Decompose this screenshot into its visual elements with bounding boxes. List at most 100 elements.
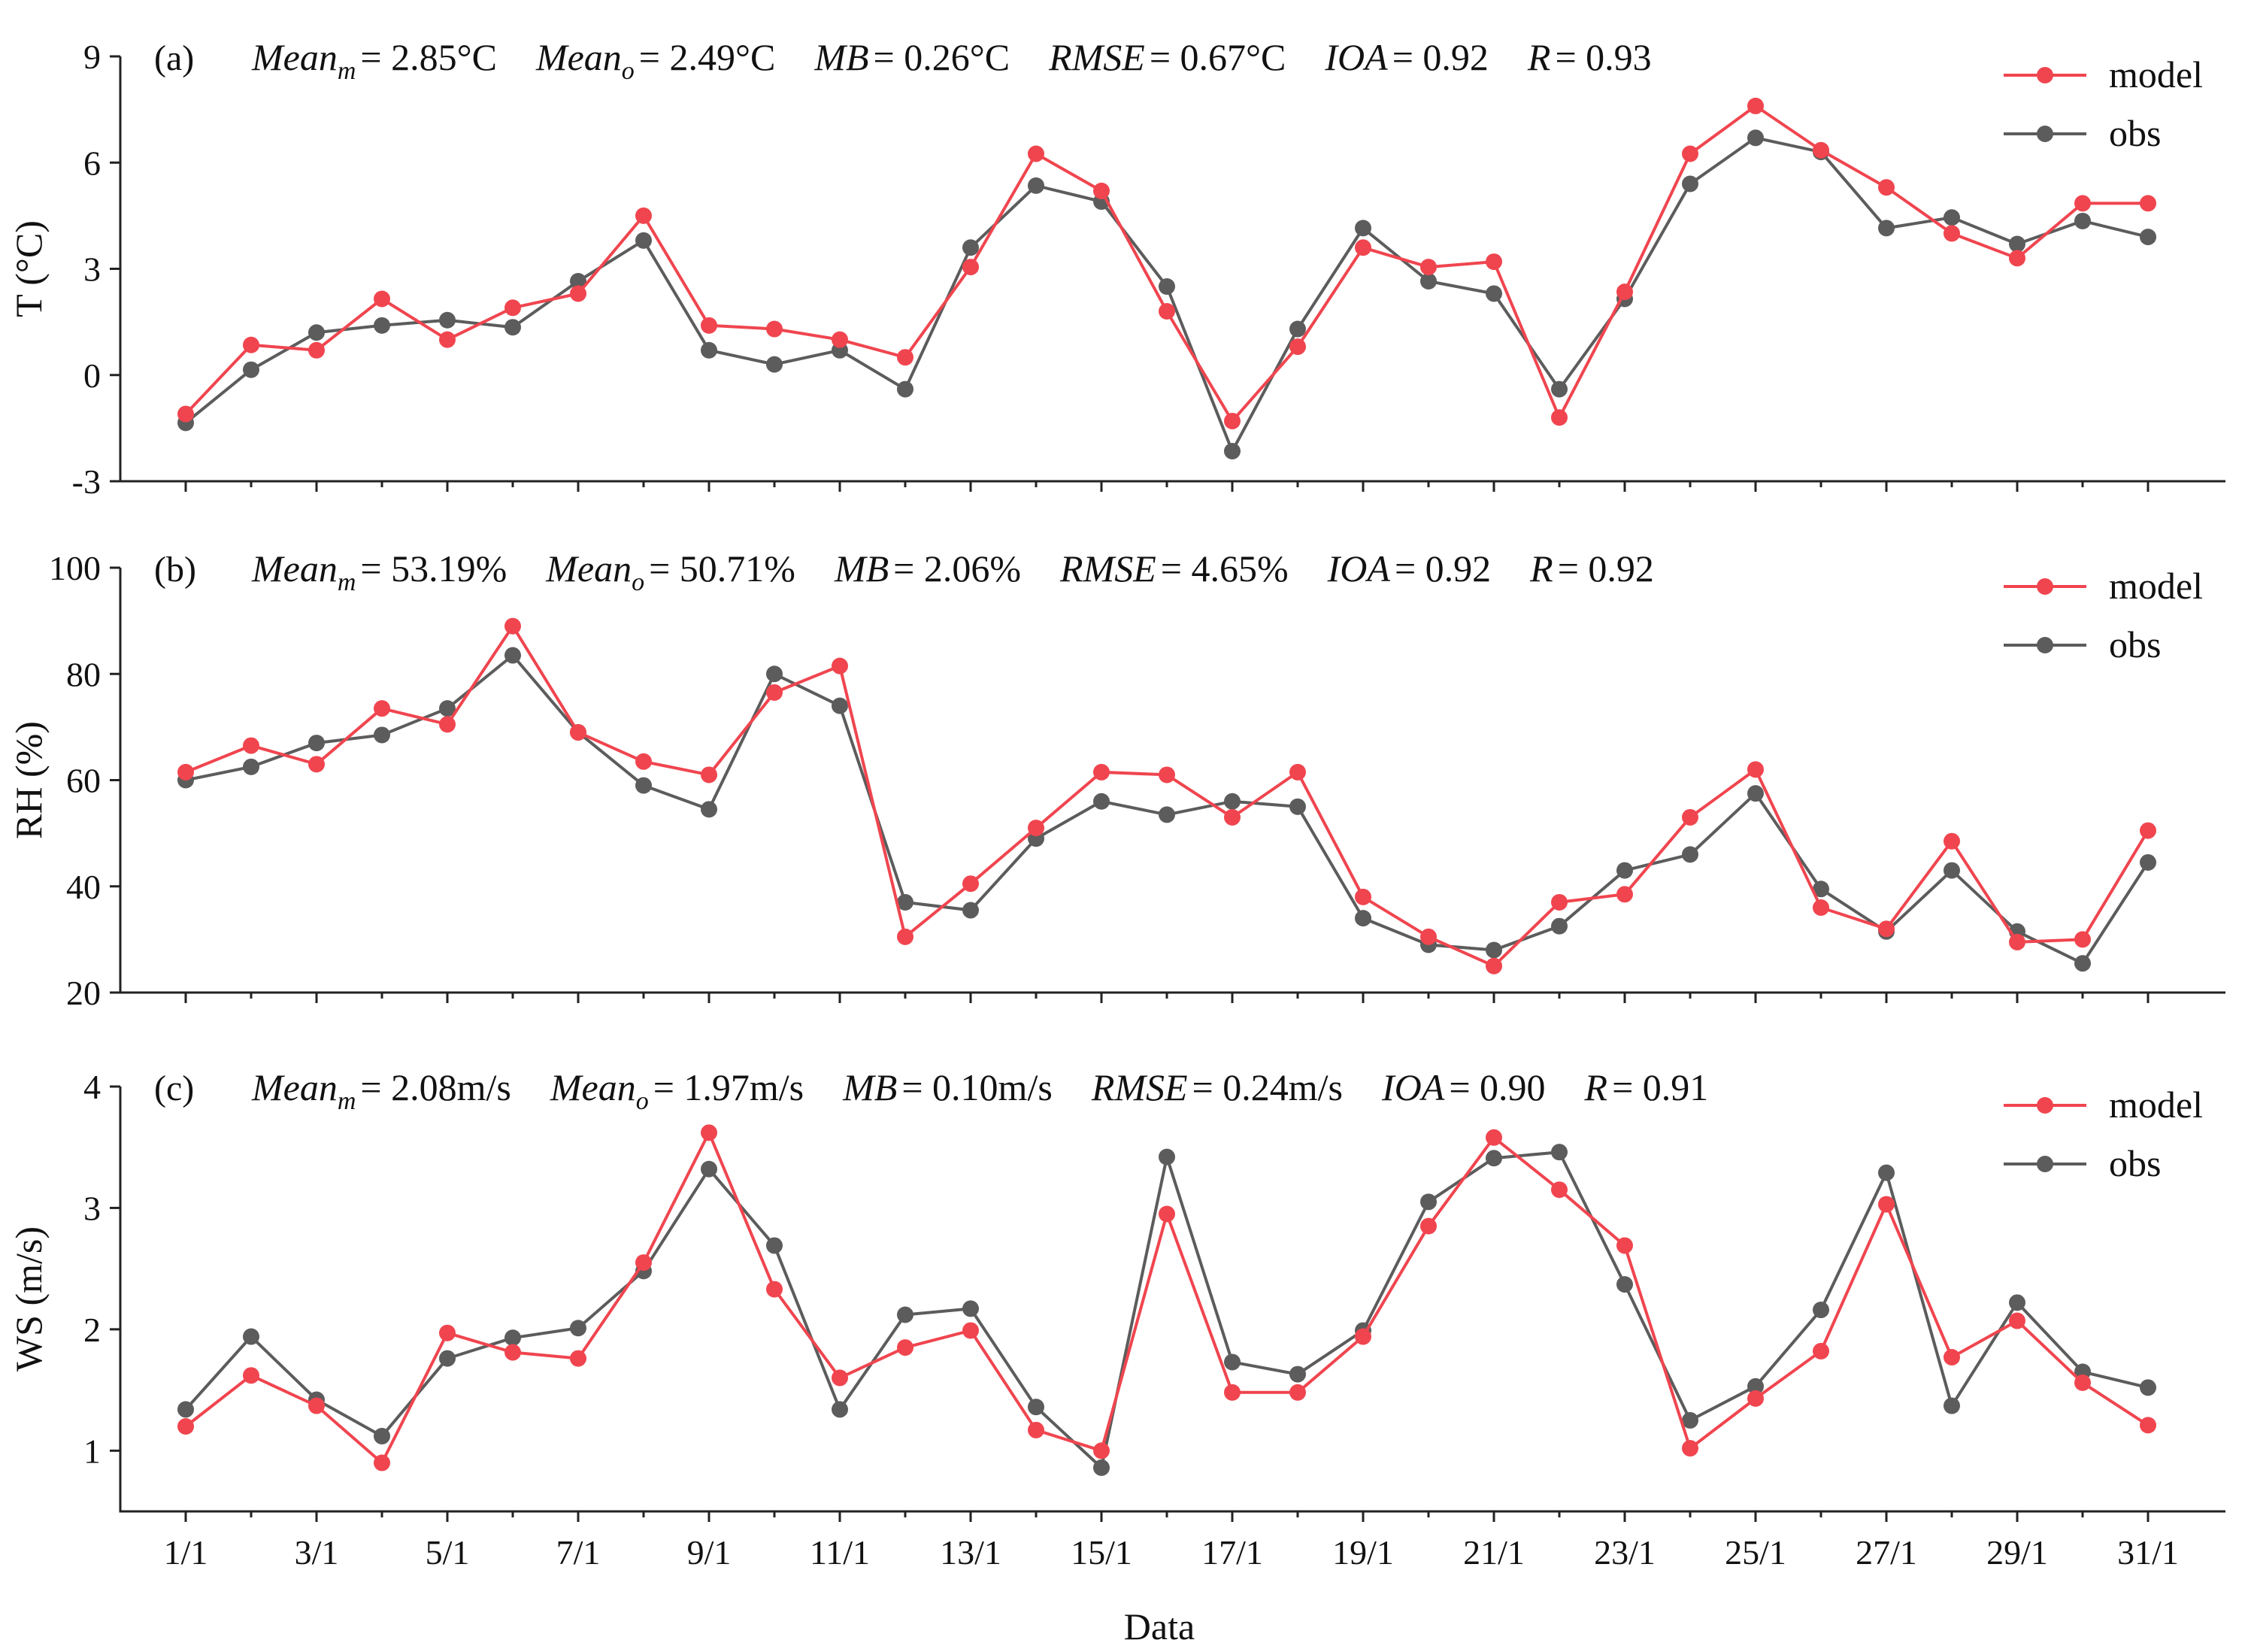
data-point-model [504,299,521,317]
data-point-model [177,763,194,781]
data-point-obs [1028,177,1044,194]
data-point-model [1355,888,1371,905]
y-tick-label: 0 [83,356,101,395]
x-tick-label: 19/1 [1332,1533,1394,1572]
data-point-obs [1420,272,1437,289]
data-point-obs [1224,1353,1241,1371]
data-point-obs [1944,862,1960,879]
data-point-model [570,285,586,302]
data-point-obs [1747,1378,1764,1395]
data-point-obs [1878,220,1895,237]
data-point-obs [1813,1302,1829,1319]
data-point-obs [2140,853,2156,871]
data-point-model [1747,761,1764,778]
data-point-model [243,737,259,754]
data-point-model [308,756,325,773]
data-point-obs [1289,320,1306,338]
data-point-model [1682,808,1698,826]
data-point-obs [1159,278,1175,296]
data-point-model [1682,145,1698,162]
x-tick-label: 9/1 [687,1533,732,1572]
data-point-model [897,349,913,366]
data-point-model [1289,338,1306,356]
y-tick-label: 1 [83,1432,101,1470]
y-axis-label: WS (m/s) [8,1226,50,1372]
data-point-model [1420,259,1437,276]
y-tick-label: 3 [83,1189,101,1227]
data-point-obs [1747,785,1764,802]
x-tick-label: 21/1 [1463,1533,1525,1572]
y-tick-label: 40 [66,868,101,906]
data-point-obs [1747,129,1764,147]
data-point-obs [504,647,521,664]
data-point-model [243,336,259,353]
data-point-model [766,1281,783,1298]
data-point-obs [308,735,325,752]
stat-name: RMSE [1048,36,1145,78]
stat-name: MB [813,36,868,78]
data-point-model [1355,239,1371,256]
data-point-obs [1944,209,1960,226]
data-point-model [504,617,521,635]
stat-value: = 0.92 [1395,547,1491,590]
stat-value: = 2.06% [893,547,1021,590]
data-point-model [1747,1390,1764,1407]
data-point-obs [1093,1459,1110,1476]
stat-value: = 0.93 [1555,36,1651,78]
data-point-model [1093,1442,1110,1460]
stat-name: Mean [545,547,632,590]
data-point-model [570,723,586,741]
stat-name: R [1529,547,1553,590]
data-point-model [504,1344,521,1361]
data-point-obs [1289,798,1306,815]
data-point-model [897,1339,913,1356]
data-point-model [1159,1205,1175,1223]
data-point-model [2009,250,2025,267]
data-point-model [1616,886,1633,903]
panel-label: (a) [154,38,194,78]
data-point-model [570,1350,586,1367]
y-axis-label: RH (%) [8,721,50,839]
legend-label-model: model [2109,565,2203,607]
data-point-obs [635,777,652,794]
data-point-obs [374,1427,390,1444]
data-point-obs [1551,1144,1568,1161]
y-tick-label: 3 [83,250,101,289]
data-point-obs [1486,285,1502,302]
data-point-obs [897,380,913,398]
stat-value: = 53.19% [360,547,507,590]
x-tick-label: 5/1 [426,1533,470,1572]
data-point-obs [766,356,783,373]
stat-value: = 0.10m/s [901,1066,1052,1108]
stat-value: = 0.24m/s [1192,1066,1343,1108]
data-point-obs [962,902,979,919]
stat-name: RMSE [1091,1066,1188,1108]
legend-marker-model [2037,1097,2053,1114]
data-point-model [1878,1196,1895,1213]
y-tick-label: 80 [66,655,101,693]
data-point-model [832,657,848,674]
stats-line: Meanm = 2.08m/s Meano = 1.97m/s MB = 0.10m/s R… [251,1066,1708,1115]
data-point-obs [1289,1366,1306,1383]
stat-name: R [1527,36,1551,78]
stat-name: IOA [1324,36,1388,78]
y-axis-label: T (°C) [8,220,50,317]
data-point-obs [243,758,259,775]
data-point-obs [1355,220,1371,237]
data-point-obs [177,1401,194,1418]
data-point-obs [374,726,390,744]
legend-label-model: model [2109,53,2203,95]
data-point-model [2074,195,2091,212]
axis-lines [119,1087,2225,1513]
data-point-obs [2009,1294,2025,1311]
data-point-model [1289,763,1306,781]
data-point-obs [897,1306,913,1323]
y-tick-label: 20 [66,974,101,1012]
data-point-model [1551,893,1568,911]
x-axis-label: Data [1124,1605,1195,1647]
data-point-obs [2009,235,2025,253]
data-point-model [2074,1374,2091,1391]
